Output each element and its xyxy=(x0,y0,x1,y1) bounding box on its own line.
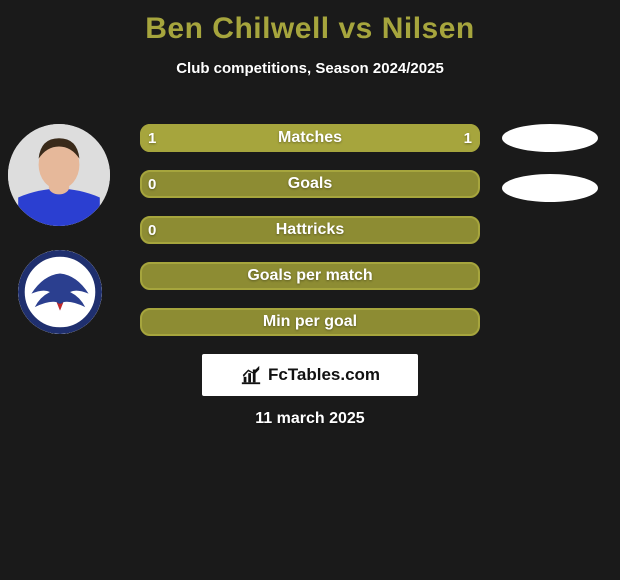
player2-oval-2 xyxy=(502,174,598,202)
comparison-card: Ben Chilwell vs Nilsen Club competitions… xyxy=(0,0,620,580)
crest-icon xyxy=(18,250,102,334)
watermark: FcTables.com xyxy=(202,354,418,396)
bar-value-left: 0 xyxy=(148,170,156,198)
title-player1: Ben Chilwell xyxy=(145,12,329,45)
club-crest xyxy=(18,250,102,334)
title-player2: Nilsen xyxy=(382,12,475,45)
stat-row: Goals0 xyxy=(140,170,480,198)
stat-row: Min per goal xyxy=(140,308,480,336)
chart-icon xyxy=(240,364,262,386)
stat-row: Goals per match xyxy=(140,262,480,290)
bar-value-left: 1 xyxy=(148,124,156,152)
title-vs: vs xyxy=(338,12,372,45)
stat-row: Matches1 1 xyxy=(140,124,480,152)
bar-label: Min per goal xyxy=(140,308,480,336)
player-avatar xyxy=(8,124,110,226)
left-image-column xyxy=(8,124,120,334)
page-title: Ben Chilwell vs Nilsen xyxy=(0,0,620,46)
bar-value-left: 0 xyxy=(148,216,156,244)
avatar-icon xyxy=(8,124,110,226)
bar-label: Goals per match xyxy=(140,262,480,290)
watermark-text: FcTables.com xyxy=(268,365,380,385)
bar-label: Matches xyxy=(140,124,480,152)
right-oval-column xyxy=(502,124,602,224)
bar-value-right: 1 xyxy=(464,124,472,152)
stat-bars: Matches11Goals0Hattricks0Goals per match… xyxy=(140,124,480,354)
stat-row: Hattricks0 xyxy=(140,216,480,244)
subtitle: Club competitions, Season 2024/2025 xyxy=(0,60,620,77)
bar-label: Goals xyxy=(140,170,480,198)
date-text: 11 march 2025 xyxy=(0,410,620,428)
bar-label: Hattricks xyxy=(140,216,480,244)
player2-oval-1 xyxy=(502,124,598,152)
